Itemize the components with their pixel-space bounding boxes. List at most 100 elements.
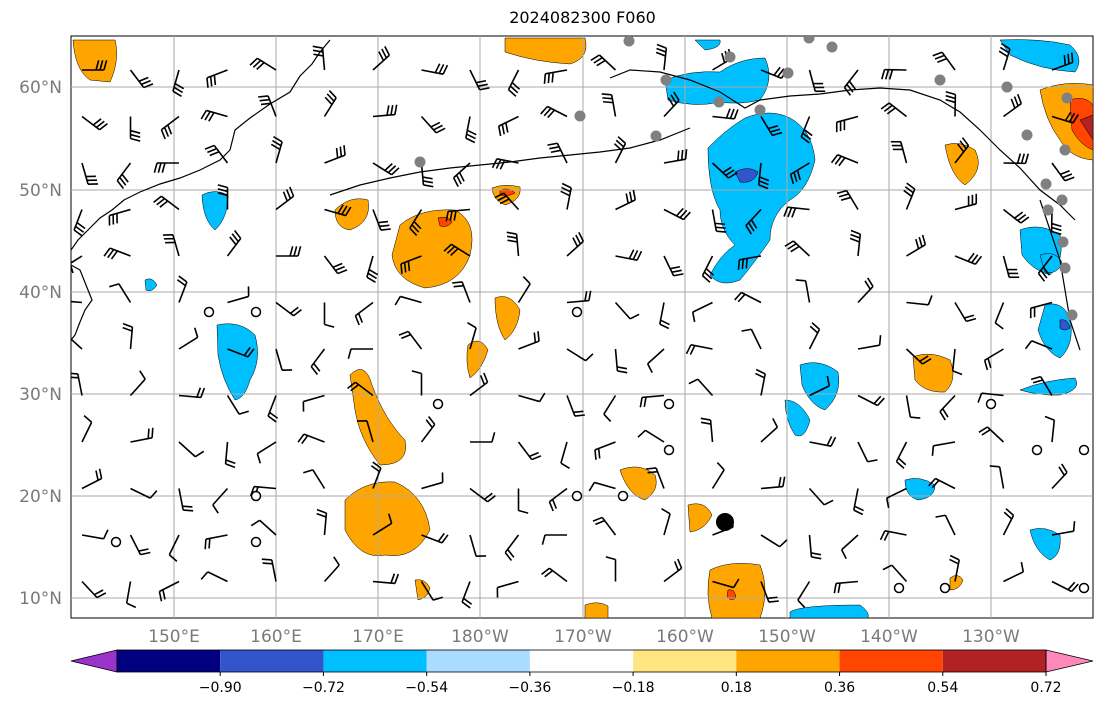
wind-barb (491, 158, 519, 170)
wind-barb (324, 145, 346, 164)
calm-circle (985, 398, 997, 410)
wind-barb (204, 534, 228, 550)
lon-label: 180°W (451, 627, 509, 647)
wind-barb (469, 372, 489, 397)
calm-circle (571, 306, 583, 318)
wind-barb (250, 519, 277, 536)
wind-barb (1051, 162, 1075, 182)
wind-barb (71, 338, 83, 350)
station-dot (713, 96, 725, 108)
wind-barb (372, 162, 400, 176)
colorbar-segment (839, 650, 943, 672)
wind-barb (394, 295, 422, 306)
wind-barb (983, 348, 1004, 371)
wind-barbs (71, 42, 1080, 609)
wind-barb (409, 209, 423, 237)
wind-barb (1037, 255, 1053, 282)
colorbar-frame (116, 649, 1047, 673)
station-dot (934, 74, 946, 86)
calm-circle (1031, 444, 1043, 456)
wind-barb (227, 286, 250, 304)
lon-label: 130°W (962, 627, 1020, 647)
wind-barb (275, 301, 302, 317)
wind-barb (954, 137, 970, 164)
wind-barb (347, 348, 373, 359)
field-contour (494, 296, 521, 341)
field-contour (1059, 319, 1071, 331)
wind-barb (153, 162, 179, 173)
storm-center-marker (716, 513, 734, 531)
wind-barb (372, 46, 391, 71)
wind-barb (879, 530, 907, 541)
wind-barb (712, 108, 739, 120)
wind-barb (1029, 301, 1053, 319)
field-contour (144, 278, 158, 292)
wind-barb (688, 378, 714, 397)
wind-barb (734, 291, 762, 304)
wind-barb (400, 255, 422, 274)
field-contour (904, 478, 936, 501)
calm-circle (250, 490, 262, 502)
wind-barb (906, 295, 933, 306)
field-contour (201, 191, 229, 231)
wind-barb (594, 441, 616, 460)
gridlines (71, 36, 1093, 618)
wind-barb (1051, 521, 1076, 536)
wind-barb (614, 301, 640, 320)
field-contour (414, 579, 431, 601)
wind-barb (880, 102, 907, 118)
wind-barb (302, 394, 325, 412)
wind-barb (200, 571, 228, 583)
wind-barb (316, 508, 328, 536)
wind-barb (737, 255, 762, 270)
wind-barb (518, 392, 546, 403)
field-contour (72, 39, 117, 83)
wind-barb (323, 255, 348, 275)
colorbar-segment (942, 650, 1046, 672)
lat-label: 60°N (19, 78, 62, 98)
field-contour (734, 168, 759, 183)
wind-barb (178, 441, 205, 458)
wind-barb (125, 581, 137, 609)
wind-barb (543, 69, 568, 84)
wind-barb (659, 302, 670, 330)
wind-barb (178, 488, 194, 512)
wind-barb (833, 580, 859, 594)
wind-barb (517, 441, 542, 461)
lon-label: 170°E (352, 627, 404, 647)
wind-barb (507, 69, 521, 97)
wind-barb (843, 69, 859, 96)
calm-circle (1078, 582, 1090, 594)
wind-barb (691, 301, 713, 323)
wind-barb (354, 301, 374, 326)
wind-barb (81, 468, 103, 490)
colorbar-tick-label: 0.54 (927, 680, 958, 696)
colorbar (70, 649, 1094, 673)
calm-circle (663, 444, 675, 456)
wind-barb (324, 204, 352, 217)
alaska-coast (609, 69, 1076, 221)
wind-barb (372, 209, 391, 231)
wind-barb (560, 441, 570, 469)
wind-barb (366, 255, 379, 283)
wind-barb (178, 327, 199, 350)
colorbar-segment (736, 650, 840, 672)
wind-barb (655, 43, 668, 71)
calm-circle (203, 306, 215, 318)
wind-barb (548, 487, 568, 512)
field-contour (1069, 98, 1093, 151)
wind-barb (1003, 561, 1025, 583)
colorbar-extend-low (70, 649, 118, 673)
wind-barb (701, 255, 715, 283)
wind-barb (880, 68, 907, 80)
wind-barb (712, 578, 740, 589)
station-dot (1021, 129, 1033, 141)
wind-barb (663, 149, 688, 164)
wind-barb (849, 229, 862, 257)
wind-barb (1051, 111, 1080, 124)
wind-barb (469, 69, 490, 91)
wind-barb (71, 372, 83, 396)
colorbar-tick-label: 0.36 (824, 680, 855, 696)
wind-barb (81, 162, 99, 185)
wind-barb (160, 115, 180, 140)
